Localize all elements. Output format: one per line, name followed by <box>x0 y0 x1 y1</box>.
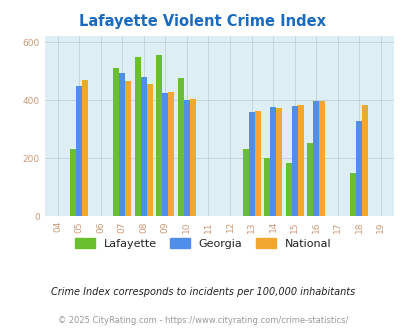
Bar <box>318 101 324 216</box>
Bar <box>156 55 162 216</box>
Text: © 2025 CityRating.com - https://www.cityrating.com/crime-statistics/: © 2025 CityRating.com - https://www.city… <box>58 315 347 325</box>
Bar <box>190 99 196 216</box>
Text: Lafayette Violent Crime Index: Lafayette Violent Crime Index <box>79 14 326 29</box>
Bar <box>141 77 147 216</box>
Bar <box>269 107 275 216</box>
Bar <box>248 112 254 216</box>
Bar <box>307 143 312 216</box>
Bar <box>285 163 291 216</box>
Bar <box>134 57 141 216</box>
Bar <box>82 80 88 216</box>
Bar <box>147 84 152 216</box>
Bar <box>297 105 303 216</box>
Bar <box>162 93 168 216</box>
Bar <box>113 68 119 216</box>
Bar <box>76 85 82 216</box>
Bar <box>70 149 76 216</box>
Bar <box>350 173 356 216</box>
Bar <box>168 92 174 216</box>
Bar <box>263 158 269 216</box>
Bar <box>242 149 248 216</box>
Bar <box>361 105 367 216</box>
Bar <box>177 78 183 216</box>
Legend: Lafayette, Georgia, National: Lafayette, Georgia, National <box>70 234 335 253</box>
Bar <box>254 111 260 216</box>
Bar <box>291 107 297 216</box>
Bar <box>125 81 131 216</box>
Bar <box>119 73 125 216</box>
Bar <box>356 121 361 216</box>
Bar <box>275 108 281 216</box>
Text: Crime Index corresponds to incidents per 100,000 inhabitants: Crime Index corresponds to incidents per… <box>51 287 354 297</box>
Bar <box>183 100 190 216</box>
Bar <box>312 101 318 216</box>
